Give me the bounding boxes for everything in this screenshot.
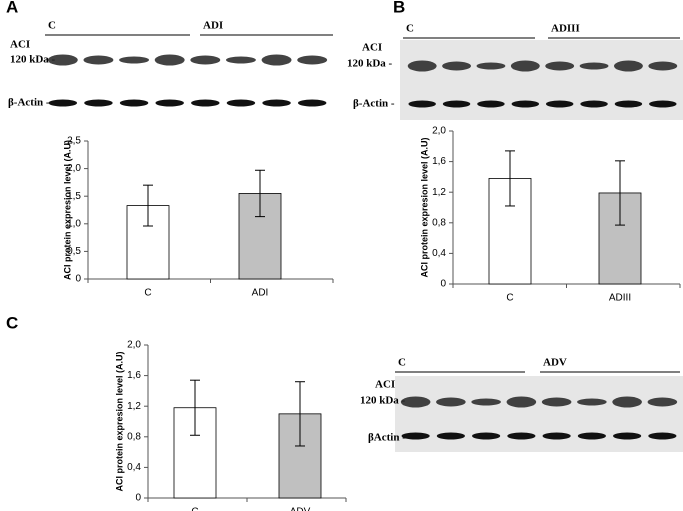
target-band (190, 55, 221, 65)
y-axis-label: ACI protein expresion level (A.U) (114, 351, 124, 491)
size-label: 120 kDa - (347, 58, 393, 70)
x-tick-label: C (144, 288, 151, 299)
control-label: β-Actin - (353, 98, 395, 110)
y-tick-label: 2,0 (67, 163, 81, 174)
actin-band (648, 432, 677, 440)
y-axis-label: ACI protein expresion level (A.U) (419, 137, 429, 277)
actin-band (408, 100, 436, 108)
y-tick-label: 0 (75, 274, 81, 285)
target-band (47, 54, 78, 66)
x-tick-label: C (191, 507, 198, 511)
actin-band (477, 100, 505, 108)
actin-band (442, 100, 471, 108)
actin-band (401, 432, 430, 440)
group-label: ADIII (551, 23, 580, 35)
target-band (506, 396, 537, 408)
target-band (83, 55, 114, 65)
y-tick-label: 0,4 (127, 462, 141, 473)
actin-band (84, 99, 113, 107)
y-tick-label: 1,2 (432, 187, 446, 198)
group-label: ADI (203, 20, 223, 32)
blot-background (395, 376, 683, 452)
target-band (614, 60, 643, 72)
y-tick-label: 0,4 (432, 248, 446, 259)
target-band (442, 61, 471, 71)
target-band (407, 60, 437, 72)
actin-band (48, 99, 78, 107)
y-axis-label: ACI protein expresion level (A.U) (62, 140, 72, 280)
band-label: ACI (362, 42, 382, 54)
y-tick-label: 1,2 (127, 401, 141, 412)
target-band (510, 60, 540, 72)
y-tick-label: 0 (135, 493, 141, 504)
size-label: 120 kDa - (10, 54, 56, 66)
target-band (297, 55, 328, 65)
target-band (577, 398, 607, 406)
actin-band (191, 99, 220, 107)
size-label: 120 kDa - (360, 395, 406, 407)
actin-band (649, 100, 677, 108)
target-band (154, 54, 185, 66)
actin-band (262, 99, 291, 107)
target-band (579, 62, 609, 70)
target-band (476, 62, 506, 70)
actin-band (436, 432, 465, 440)
y-tick-label: 0,8 (127, 431, 141, 442)
target-band (612, 396, 642, 408)
y-tick-label: 2,0 (127, 340, 141, 351)
target-band (647, 397, 678, 407)
actin-band (297, 99, 327, 107)
actin-band (472, 432, 501, 440)
target-band (261, 54, 292, 66)
actin-band (119, 99, 149, 107)
panel-label: B (393, 0, 405, 16)
x-tick-label: ADIII (609, 293, 631, 304)
group-label: C (398, 357, 406, 369)
actin-band (545, 100, 574, 108)
blot-background (400, 40, 683, 120)
actin-band (226, 99, 256, 107)
control-label: β-Actin - (8, 97, 50, 109)
y-tick-label: 0,5 (67, 246, 81, 257)
panel-label: C (6, 313, 18, 332)
y-tick-label: 1,6 (432, 156, 446, 167)
actin-band (613, 432, 642, 440)
y-tick-label: 1,0 (67, 218, 81, 229)
y-tick-label: 1,6 (127, 370, 141, 381)
actin-band (511, 100, 540, 108)
y-tick-label: 1,5 (67, 191, 81, 202)
target-band (436, 397, 466, 407)
actin-band (155, 99, 184, 107)
target-band (541, 397, 572, 407)
target-band (648, 61, 678, 71)
actin-band (542, 432, 571, 440)
y-tick-label: 2,5 (67, 136, 81, 147)
group-label: C (48, 20, 56, 32)
band-label: ACI (375, 379, 395, 391)
target-band (400, 396, 431, 408)
actin-band (507, 432, 536, 440)
target-band (225, 56, 256, 64)
control-label: βActin - (368, 432, 406, 444)
y-tick-label: 0,8 (432, 217, 446, 228)
target-band (119, 56, 150, 64)
x-tick-label: ADV (290, 507, 311, 511)
band-label: ACI (10, 39, 30, 51)
actin-band (580, 100, 608, 108)
group-label: C (406, 23, 414, 35)
x-tick-label: ADI (252, 288, 269, 299)
y-tick-label: 2,0 (432, 126, 446, 137)
group-label: ADV (543, 357, 567, 369)
actin-band (614, 100, 643, 108)
actin-band (577, 432, 606, 440)
y-tick-label: 0 (440, 279, 446, 290)
target-band (471, 398, 501, 406)
x-tick-label: C (506, 293, 513, 304)
target-band (545, 61, 575, 71)
panel-label: A (6, 0, 18, 16)
